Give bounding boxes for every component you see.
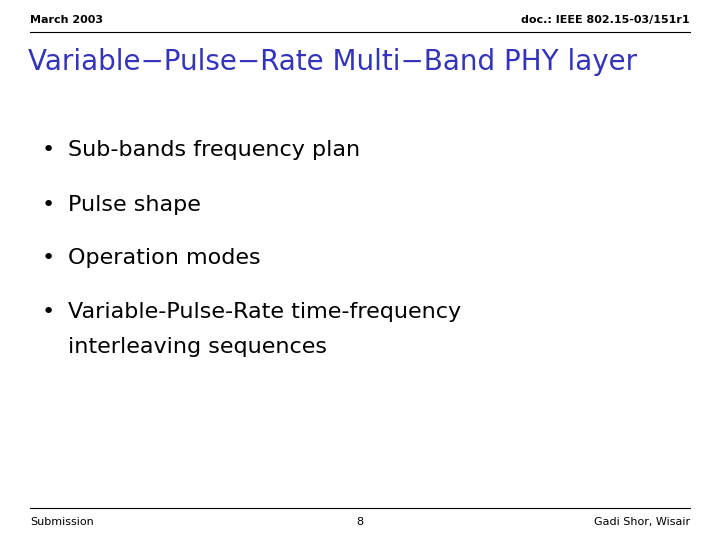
Text: 8: 8: [356, 517, 364, 527]
Text: interleaving sequences: interleaving sequences: [68, 337, 327, 357]
Text: •: •: [41, 302, 55, 322]
Text: •: •: [41, 195, 55, 215]
Text: Variable-Pulse-Rate time-frequency: Variable-Pulse-Rate time-frequency: [68, 302, 461, 322]
Text: doc.: IEEE 802.15-03/151r1: doc.: IEEE 802.15-03/151r1: [521, 15, 690, 25]
Text: March 2003: March 2003: [30, 15, 103, 25]
Text: Gadi Shor, Wisair: Gadi Shor, Wisair: [594, 517, 690, 527]
Text: Pulse shape: Pulse shape: [68, 195, 201, 215]
Text: Operation modes: Operation modes: [68, 248, 261, 268]
Text: Variable−Pulse−Rate Multi−Band PHY layer: Variable−Pulse−Rate Multi−Band PHY layer: [28, 48, 637, 76]
Text: Sub-bands frequency plan: Sub-bands frequency plan: [68, 140, 360, 160]
Text: Submission: Submission: [30, 517, 94, 527]
Text: •: •: [41, 248, 55, 268]
Text: •: •: [41, 140, 55, 160]
